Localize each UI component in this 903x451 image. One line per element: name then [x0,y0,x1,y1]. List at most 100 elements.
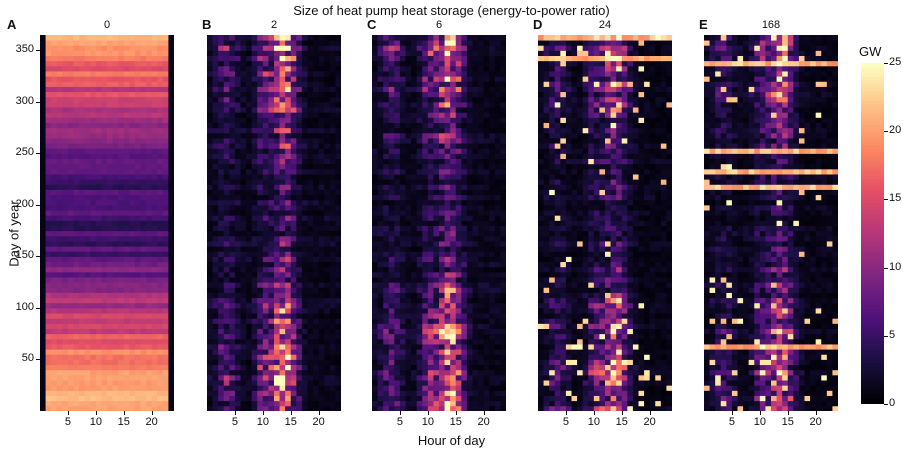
heat-cell [146,302,153,309]
heat-cell [168,45,174,51]
heat-cell [73,194,80,201]
heat-cell [427,256,434,263]
heat-cell [489,287,496,293]
heat-cell [411,302,418,309]
heat-cell [79,65,86,72]
heat-cell [101,101,108,108]
heat-cell [318,143,325,149]
heat-cell [296,60,303,67]
heat-cell [118,81,125,87]
heat-cell [296,76,303,82]
heat-cell [279,71,286,77]
heat-cell [500,184,506,190]
heat-cell [212,86,219,93]
heat-cell [90,241,97,247]
heat-cell [240,127,247,134]
heat-cell [95,65,102,72]
heat-cell [140,374,147,381]
heat-cell [212,400,219,407]
heat-cell [411,246,418,252]
heat-cell [101,282,108,288]
heat-cell [207,40,213,46]
heat-cell [394,153,401,160]
heat-cell [307,215,314,221]
heat-cell [234,45,241,51]
heat-cell [134,313,141,319]
heat-cell [207,385,213,391]
heat-cell [416,96,423,103]
heat-cell [296,199,303,206]
heat-cell [268,369,275,376]
heat-cell [416,241,423,247]
heat-cell [157,374,164,381]
heat-cell [134,91,141,98]
heat-cell [73,369,80,376]
heat-cell [335,194,341,201]
heat-cell [483,385,490,391]
heat-cell [279,374,286,381]
heat-cell [318,184,325,190]
heat-cell [95,374,102,381]
heat-cell [416,122,423,129]
heat-cell [257,395,264,402]
heat-cell [162,199,169,206]
heat-cell [51,148,58,154]
heat-cell [207,338,213,345]
heat-cell [383,117,390,123]
heat-cell [318,107,325,113]
heat-cell [134,359,141,366]
heat-cell [262,344,269,350]
heat-cell [461,277,468,283]
heat-cell [162,271,169,278]
heat-cell [240,158,247,165]
heat-cell [399,302,406,309]
heat-cell [140,127,147,134]
heat-cell [234,344,241,350]
heat-cell [207,199,213,206]
heat-cell [433,127,440,134]
heat-cell [274,91,280,98]
heat-cell [290,251,297,257]
heat-cell [405,163,412,170]
heat-cell [56,91,63,98]
heat-cell [301,132,308,139]
heat-cell [494,163,501,170]
heat-cell [489,307,496,314]
heat-cell [318,174,325,180]
heat-cell [56,241,63,247]
heat-cell [290,395,297,402]
heat-cell [56,81,63,87]
heat-cell [372,91,378,98]
heat-cell [262,405,269,411]
heat-cell [162,220,169,226]
heat-cell [84,313,91,319]
heat-cell [118,194,125,201]
heat-cell [240,287,247,293]
heat-cell [162,148,169,154]
heat-cell [118,179,125,185]
heat-cell [62,369,69,376]
heat-cell [335,132,341,139]
heat-cell [285,199,292,206]
heat-cell [56,328,63,335]
heat-cell [229,127,236,134]
heat-cell [335,127,341,134]
heat-cell [95,390,102,396]
heat-cell [296,359,303,366]
heat-cell [301,210,308,216]
heat-cell [162,390,169,396]
heat-cell [207,271,213,278]
heat-cell [90,117,97,123]
heat-cell [394,163,401,170]
heat-cell [246,395,253,402]
heat-cell [129,261,136,268]
heat-cell [307,349,314,355]
heat-cell [151,35,158,41]
heat-cell [73,395,80,402]
heat-cell [466,246,473,252]
heat-cell [290,153,297,160]
heat-cell [455,230,462,237]
heat-cell [223,292,230,299]
heat-cell [494,349,501,355]
heat-cell [335,380,341,386]
